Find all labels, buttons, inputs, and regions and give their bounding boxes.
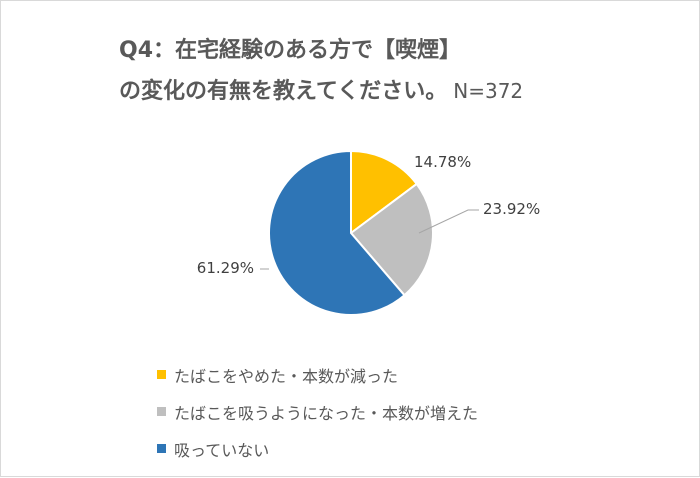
title-line-2: の変化の有無を教えてください。 [119, 79, 448, 104]
pie-slice-3 [268, 149, 406, 316]
legend-label-1: たばこをやめた・本数が減った [174, 366, 399, 386]
legend-swatch-1 [157, 370, 166, 379]
data-label-2: 23.92% [483, 200, 540, 218]
legend: たばこをやめた・本数が減った たばこを吸うようになった・本数が増えた 吸っていな… [157, 356, 478, 467]
pie-slice-1 [350, 149, 419, 235]
legend-swatch-2 [157, 407, 166, 416]
legend-item-2: たばこを吸うようになった・本数が増えた [157, 393, 478, 430]
data-label-1: 14.78% [414, 153, 471, 171]
data-label-3: 61.29% [197, 259, 254, 277]
title-line-1: Q4：在宅経験のある方で【喫煙】 [119, 38, 462, 63]
legend-label-2: たばこを吸うようになった・本数が増えた [174, 403, 479, 423]
legend-item-3: 吸っていない [157, 430, 478, 467]
legend-label-3: 吸っていない [174, 440, 270, 460]
legend-swatch-3 [157, 444, 166, 453]
sample-size: N=372 [453, 79, 524, 103]
leader-line-2 [418, 209, 479, 234]
chart-title: Q4：在宅経験のある方で【喫煙】 の変化の有無を教えてください。 N=372 [119, 31, 523, 112]
pie-slice-2 [349, 182, 434, 297]
legend-item-1: たばこをやめた・本数が減った [157, 356, 478, 393]
